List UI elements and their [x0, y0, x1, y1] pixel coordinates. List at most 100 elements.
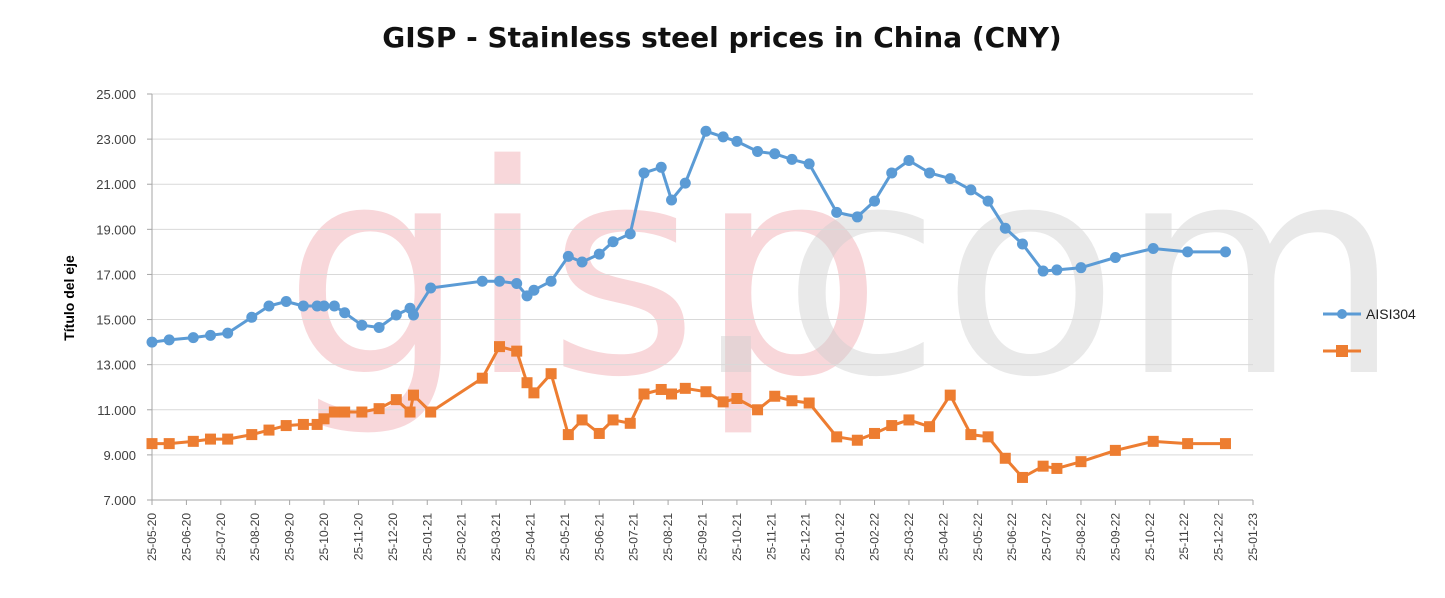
data-point — [851, 434, 863, 446]
data-point — [786, 153, 798, 165]
legend-marker-aisi304 — [1337, 309, 1347, 319]
legend: AISI304 — [1323, 306, 1416, 357]
data-point — [700, 125, 712, 137]
data-point — [1109, 444, 1121, 456]
data-point — [607, 414, 619, 426]
data-point — [593, 427, 605, 439]
x-tick-label: 25-09-21 — [696, 513, 710, 561]
data-point — [356, 319, 368, 331]
x-tick-label: 25-06-20 — [179, 513, 193, 561]
data-point — [869, 427, 881, 439]
data-point — [576, 414, 588, 426]
x-tick-label: 25-07-22 — [1040, 513, 1054, 561]
data-point — [1219, 246, 1231, 258]
legend-label-aisi304: AISI304 — [1366, 306, 1416, 322]
y-tick-labels: 7.000 9.000 11.000 13.000 15.000 17.000 19.000… — [96, 87, 136, 508]
series-1 — [146, 125, 1231, 348]
y-tick-label: 19.000 — [96, 222, 136, 237]
data-point — [924, 167, 936, 179]
x-tick-label: 25-06-22 — [1005, 513, 1019, 561]
data-point — [404, 406, 416, 418]
data-point — [803, 158, 815, 170]
data-point — [204, 433, 216, 445]
data-point — [280, 420, 292, 432]
data-point — [886, 420, 898, 432]
y-tick-label: 15.000 — [96, 313, 136, 328]
x-tick-label: 25-11-22 — [1177, 513, 1191, 560]
data-point — [999, 452, 1011, 464]
x-tick-label: 25-01-23 — [1246, 513, 1260, 561]
data-point — [339, 406, 351, 418]
data-point — [280, 296, 292, 308]
data-point — [1219, 438, 1231, 450]
data-point — [187, 435, 199, 447]
x-tick-label: 25-10-20 — [317, 513, 331, 561]
data-point — [924, 421, 936, 433]
data-point — [965, 429, 977, 441]
data-point — [339, 307, 351, 319]
data-point — [1182, 246, 1194, 258]
data-point — [786, 395, 798, 407]
x-tick-label: 25-05-22 — [971, 513, 985, 561]
y-tick-label: 9.000 — [103, 448, 136, 463]
data-point — [769, 148, 781, 160]
y-tick-label: 17.000 — [96, 267, 136, 282]
y-tick-label: 25.000 — [96, 87, 136, 102]
data-point — [246, 311, 258, 323]
data-point — [1147, 243, 1159, 255]
data-point — [752, 404, 764, 416]
data-point — [769, 390, 781, 402]
x-tick-label: 25-07-20 — [214, 513, 228, 561]
data-point — [511, 277, 523, 289]
data-point — [944, 389, 956, 401]
data-point — [607, 236, 619, 248]
x-tick-label: 25-12-22 — [1212, 513, 1226, 561]
data-point — [390, 394, 402, 406]
data-point — [717, 396, 729, 408]
data-point — [1109, 252, 1121, 264]
x-tick-label: 25-05-21 — [558, 513, 572, 561]
data-point — [831, 431, 843, 443]
x-tick-label: 25-10-22 — [1143, 513, 1157, 561]
data-point — [903, 414, 915, 426]
data-point — [328, 300, 340, 312]
data-point — [666, 194, 678, 206]
data-point — [562, 429, 574, 441]
data-point — [407, 389, 419, 401]
data-point — [545, 275, 557, 287]
data-point — [944, 173, 956, 185]
data-point — [999, 222, 1011, 234]
data-point — [1182, 438, 1194, 450]
data-point — [903, 155, 915, 167]
data-point — [1051, 462, 1063, 474]
data-point — [638, 388, 650, 400]
data-point — [311, 418, 323, 430]
data-point — [545, 368, 557, 380]
data-point — [576, 256, 588, 268]
data-point — [1016, 471, 1028, 483]
data-point — [318, 300, 330, 312]
x-tick-label: 25-01-22 — [833, 513, 847, 561]
data-point — [528, 284, 540, 296]
data-point — [562, 250, 574, 262]
data-point — [655, 383, 667, 395]
data-point — [886, 167, 898, 179]
data-point — [297, 418, 309, 430]
data-point — [146, 336, 158, 348]
series-lines — [146, 125, 1231, 483]
x-tick-label: 25-08-20 — [248, 513, 262, 561]
data-point — [356, 406, 368, 418]
data-point — [717, 131, 729, 143]
x-tick-label: 25-12-20 — [386, 513, 400, 561]
data-point — [476, 372, 488, 384]
x-tick-label: 25-06-21 — [592, 513, 606, 561]
data-point — [146, 438, 158, 450]
data-point — [731, 135, 743, 147]
data-point — [1075, 456, 1087, 468]
data-point — [297, 300, 309, 312]
data-point — [521, 377, 533, 389]
x-tick-label: 25-12-21 — [799, 513, 813, 561]
data-point — [263, 424, 275, 436]
y-tick-label: 7.000 — [103, 493, 136, 508]
